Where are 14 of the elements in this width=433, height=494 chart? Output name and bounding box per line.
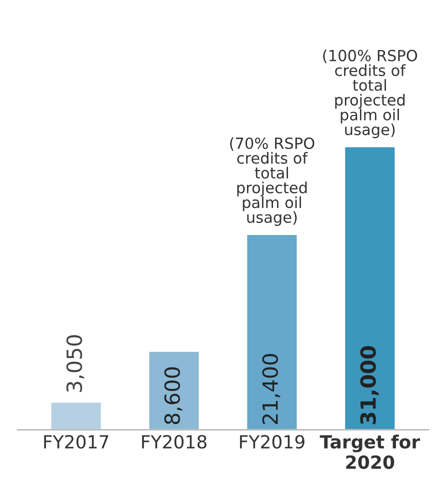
x-tick-label: FY2017 xyxy=(44,434,108,449)
bar xyxy=(148,350,200,430)
data-label: 21,400 xyxy=(262,354,280,424)
data-label: 31,000 xyxy=(360,346,379,424)
x-tick-label: Target for 2020 xyxy=(320,434,420,469)
x-tick-label: FY2018 xyxy=(142,434,206,449)
bar xyxy=(50,401,102,430)
data-label: 8,600 xyxy=(164,367,182,424)
annotation: (100% RSPO credits of total projected palm oil usage) xyxy=(323,50,418,138)
bar xyxy=(344,146,396,430)
annotation: (70% RSPO credits of total projected palm oil usage) xyxy=(230,137,314,226)
data-label: 3,050 xyxy=(66,335,84,392)
x-tick-label: FY2019 xyxy=(240,434,304,449)
bar xyxy=(246,234,298,430)
